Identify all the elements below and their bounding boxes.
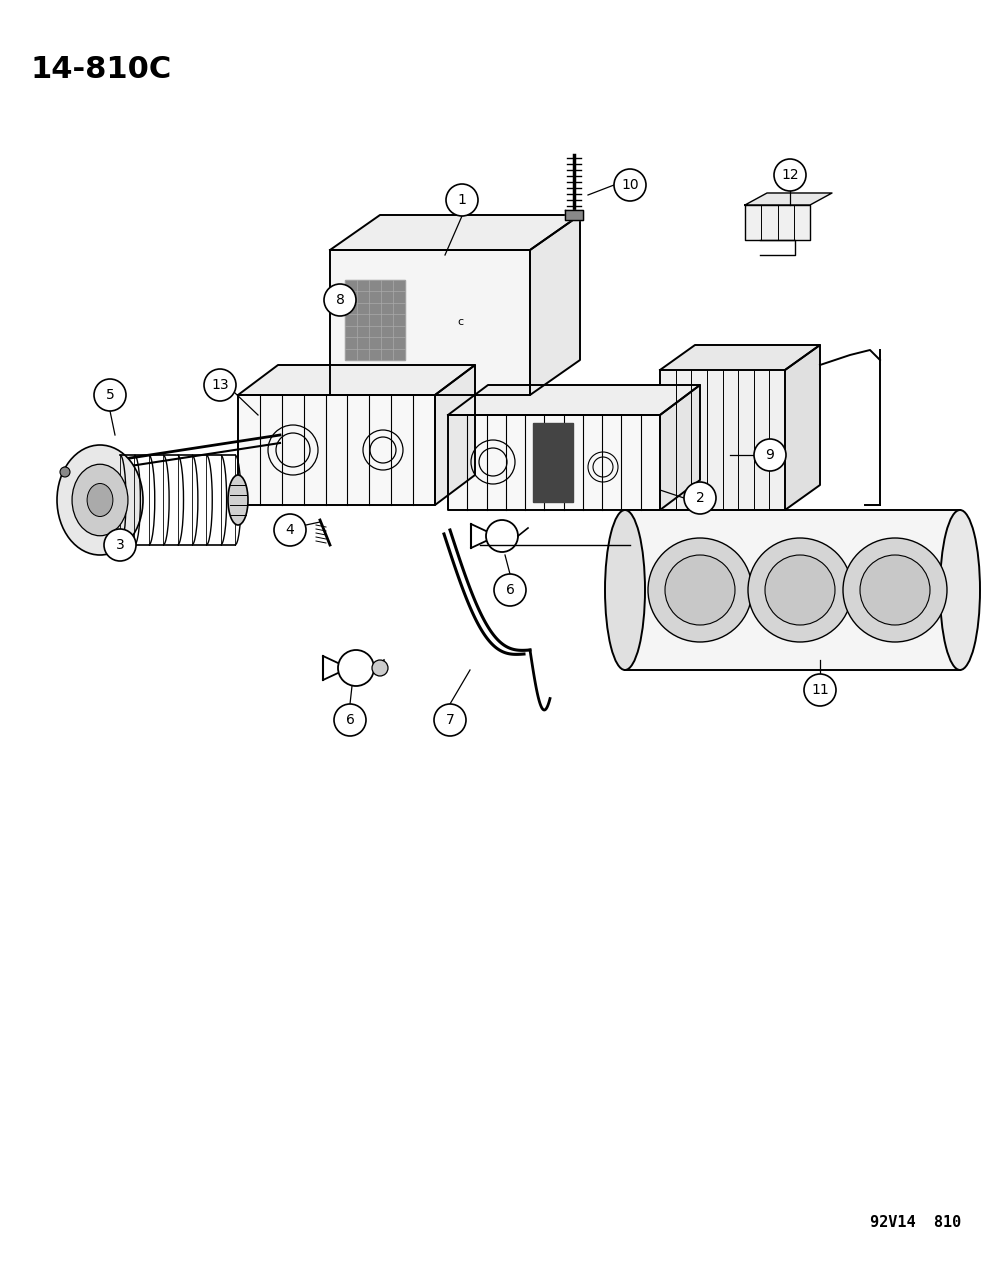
Ellipse shape	[605, 510, 645, 669]
Text: 7: 7	[446, 713, 455, 727]
Circle shape	[446, 184, 478, 215]
Text: c: c	[457, 317, 463, 326]
Polygon shape	[785, 346, 820, 510]
Text: 14-810C: 14-810C	[30, 55, 171, 84]
Circle shape	[648, 538, 752, 643]
Polygon shape	[330, 215, 580, 250]
Circle shape	[204, 368, 236, 402]
Circle shape	[860, 555, 930, 625]
Text: 9: 9	[766, 448, 774, 462]
Circle shape	[765, 555, 835, 625]
Polygon shape	[448, 414, 660, 510]
Circle shape	[494, 574, 526, 606]
Circle shape	[60, 467, 70, 477]
Circle shape	[684, 482, 716, 514]
Polygon shape	[660, 346, 820, 370]
Polygon shape	[745, 193, 832, 205]
Text: 3: 3	[116, 538, 125, 552]
Polygon shape	[238, 395, 435, 505]
Polygon shape	[533, 423, 573, 502]
Circle shape	[804, 674, 836, 706]
Polygon shape	[660, 385, 700, 510]
Ellipse shape	[72, 464, 128, 536]
Text: 6: 6	[346, 713, 355, 727]
Circle shape	[434, 704, 466, 736]
Circle shape	[372, 660, 388, 676]
Circle shape	[748, 538, 852, 643]
Circle shape	[665, 555, 735, 625]
Polygon shape	[238, 365, 475, 395]
Ellipse shape	[57, 445, 143, 555]
Polygon shape	[330, 250, 530, 395]
Polygon shape	[625, 510, 960, 669]
Text: 2: 2	[696, 491, 705, 505]
Circle shape	[774, 159, 806, 191]
Text: 13: 13	[211, 377, 229, 391]
Circle shape	[843, 538, 947, 643]
Polygon shape	[345, 280, 405, 360]
Polygon shape	[448, 385, 700, 414]
Ellipse shape	[87, 483, 113, 516]
Text: 6: 6	[505, 583, 514, 597]
Circle shape	[754, 439, 786, 470]
Circle shape	[614, 170, 646, 201]
Text: 4: 4	[285, 523, 294, 537]
Ellipse shape	[940, 510, 980, 669]
Text: 92V14  810: 92V14 810	[870, 1215, 961, 1230]
Text: 5: 5	[106, 388, 114, 402]
Circle shape	[324, 284, 356, 316]
Polygon shape	[435, 365, 475, 505]
Polygon shape	[745, 205, 810, 240]
Circle shape	[334, 704, 366, 736]
Polygon shape	[565, 210, 583, 221]
Polygon shape	[530, 215, 580, 395]
Text: 8: 8	[336, 293, 345, 307]
Circle shape	[274, 514, 306, 546]
Ellipse shape	[228, 476, 248, 525]
Text: 10: 10	[621, 179, 639, 193]
Circle shape	[94, 379, 126, 411]
Text: 12: 12	[781, 168, 799, 182]
Text: 11: 11	[811, 683, 828, 697]
Text: 1: 1	[458, 193, 467, 207]
Circle shape	[104, 529, 136, 561]
Polygon shape	[660, 370, 785, 510]
